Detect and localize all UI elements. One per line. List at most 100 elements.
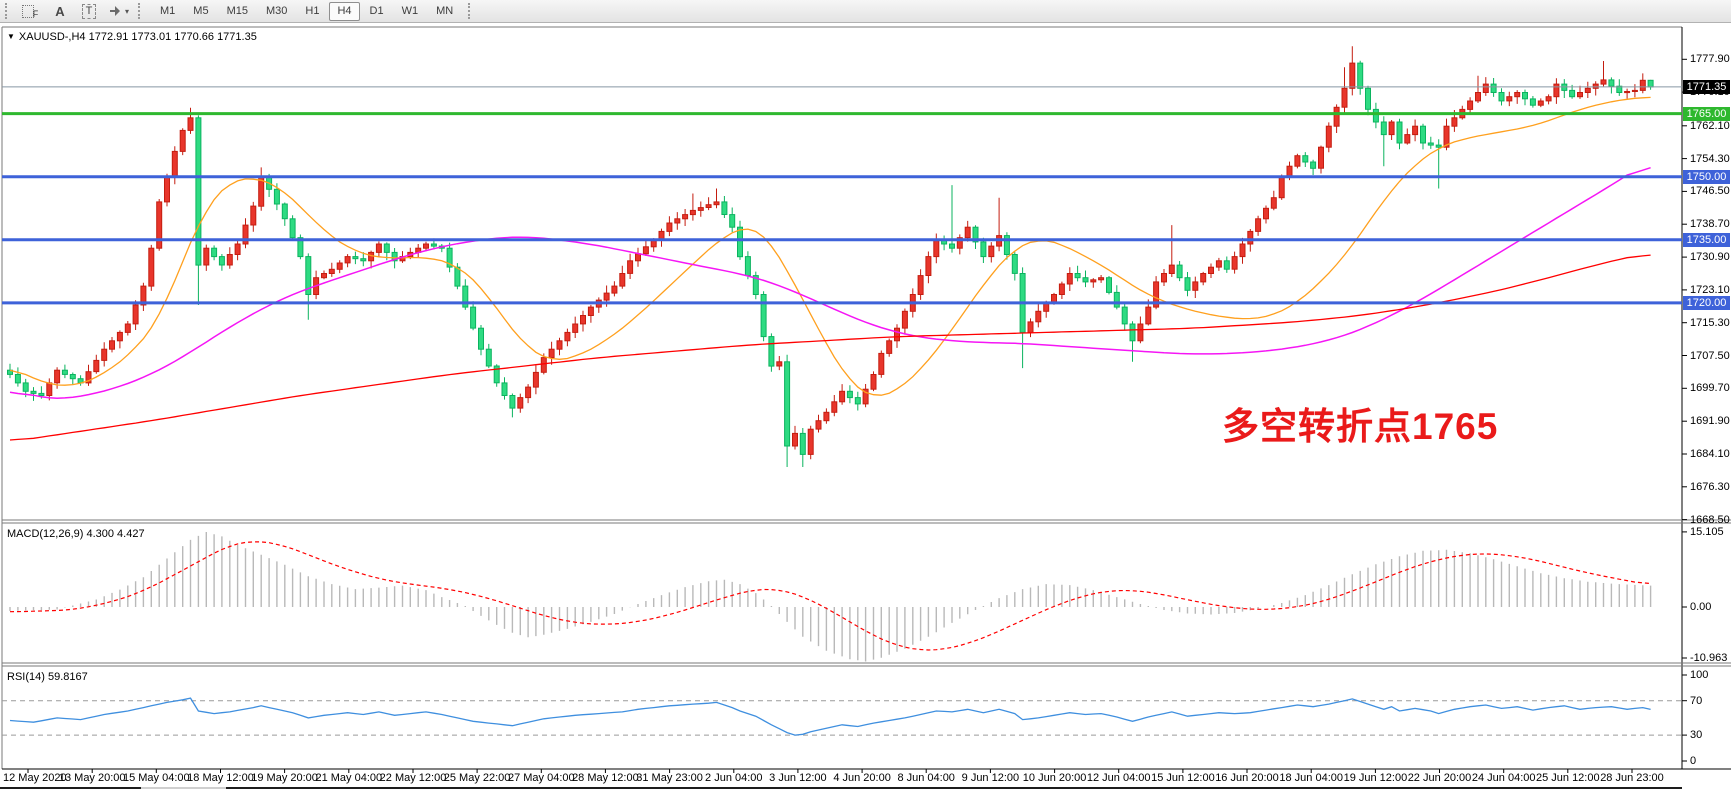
price-axis-tick: 1762.10 (1690, 119, 1730, 132)
toolbar-grip[interactable] (468, 3, 475, 19)
price-axis-tick: 1723.10 (1690, 283, 1730, 296)
date-axis-label: 21 May 04:00 (315, 772, 383, 784)
current-price-box: 1771.35 (1683, 79, 1730, 94)
ma-mid-line (9, 166, 1651, 399)
date-axis-label: 9 Jun 12:00 (961, 772, 1020, 784)
timeframe-button-D1[interactable]: D1 (369, 4, 384, 17)
chart-shift-icon (21, 4, 34, 18)
price-axis-tick: 1699.70 (1690, 382, 1730, 395)
date-axis-label: 31 May 23:00 (636, 772, 703, 784)
date-axis-label: 13 May 20:00 (58, 772, 126, 784)
date-axis-label: 8 Jun 04:00 (897, 772, 955, 784)
level-price-box: 1765.00 (1683, 106, 1730, 121)
axis-ticks (27, 58, 1687, 773)
timeframe-toolbar: M1 M5 M15 M30 H1 H4 D1 W1 MN (151, 0, 462, 23)
date-axis-label: 22 Jun 20:00 (1407, 772, 1472, 784)
rsi-axis-tick: 30 (1690, 729, 1703, 742)
ma-slow-line (9, 254, 1651, 441)
macd-axis-tick: 0.00 (1690, 601, 1712, 613)
timeframe-button-H4[interactable]: H4 (329, 1, 360, 21)
toolbar-grip[interactable] (138, 3, 145, 19)
ma-mid-line (9, 166, 1651, 399)
font-icon: A (55, 3, 65, 19)
price-axis-tick: 1754.30 (1690, 152, 1730, 165)
price-axis-tick: 1746.50 (1690, 185, 1730, 198)
timeframe-button-W1[interactable]: W1 (401, 4, 419, 17)
ma-fast-line (9, 96, 1651, 396)
date-axis-label: 16 Jun 20:00 (1215, 772, 1279, 784)
text-label-icon: T (81, 3, 97, 19)
price-axis-tick: 1668.50 (1690, 513, 1730, 526)
chart-ohlc-readout: 1772.91 1773.01 1770.66 1771.35 (88, 31, 257, 43)
chart-shift-button[interactable]: F (18, 2, 44, 21)
chart-symbol: XAUUSD-,H4 (18, 31, 86, 43)
date-axis-label: 18 Jun 04:00 (1279, 772, 1343, 784)
chart-frame (1, 26, 1731, 770)
date-axis-label: 12 May 2020 (3, 772, 67, 784)
date-axis-label: 18 May 12:00 (187, 772, 254, 784)
date-axis-label: 2 Jun 04:00 (705, 772, 763, 784)
date-axis-label: 3 Jun 12:00 (769, 772, 827, 784)
arrows-button[interactable]: ▾ (105, 2, 132, 21)
rsi-line (9, 697, 1651, 736)
chart-annotation[interactable]: 多空转折点1765 (1222, 406, 1499, 447)
timeframe-button-M5[interactable]: M5 (193, 4, 209, 17)
date-axis-label: 24 Jun 04:00 (1471, 772, 1536, 784)
price-axis-tick: 1715.30 (1690, 316, 1730, 329)
timeframe-button-M30[interactable]: M30 (265, 4, 288, 17)
rsi-axis-tick: 70 (1690, 694, 1703, 707)
timeframe-button-M1[interactable]: M1 (160, 4, 176, 17)
date-axis-label: 28 May 12:00 (572, 772, 639, 784)
date-axis-label: 22 May 12:00 (379, 772, 447, 784)
font-button[interactable]: A (47, 2, 73, 21)
chart-title: ▼ XAUUSD-,H4 1772.91 1773.01 1770.66 1771… (7, 31, 257, 43)
macd-axis-tick: 15.105 (1690, 525, 1724, 538)
timeframe-button-M15[interactable]: M15 (226, 4, 248, 17)
level-price-box: 1720.00 (1683, 295, 1730, 310)
ma-fast-line (9, 96, 1651, 396)
price-levels (2, 86, 1682, 305)
text-label-button[interactable]: T (76, 2, 102, 21)
date-axis-label: 28 Jun 23:00 (1600, 772, 1664, 784)
macd-axis-tick: -10.963 (1690, 652, 1728, 664)
level-price-box: 1750.00 (1683, 169, 1730, 184)
timeframe-button-H1[interactable]: H1 (305, 4, 320, 17)
macd-panel (9, 532, 1652, 662)
date-axis-label: 10 Jun 20:00 (1022, 772, 1087, 784)
ma-slow-line (9, 254, 1651, 441)
price-axis-tick: 1707.50 (1690, 349, 1730, 362)
horizontal-scrollbar[interactable] (0, 787, 1682, 789)
rsi-axis-tick: 100 (1690, 669, 1709, 681)
macd-histogram (9, 532, 1652, 662)
price-axis-tick: 1676.30 (1690, 480, 1730, 493)
price-axis-tick: 1691.90 (1690, 415, 1730, 428)
arrows-icon (110, 5, 120, 16)
toolbar: F A T ▾ M1 M5 M15 M30 H1 H4 D1 W1 MN (0, 0, 1731, 23)
macd-signal-line (9, 541, 1651, 651)
price-axis-tick: 1684.10 (1690, 448, 1730, 460)
rsi-axis-tick: 0 (1690, 755, 1697, 767)
rsi-label: RSI(14) 59.8167 (7, 671, 88, 683)
date-axis-label: 25 May 22:00 (443, 772, 511, 784)
date-axis-label: 27 May 04:00 (507, 772, 575, 784)
date-axis-label: 19 May 20:00 (251, 772, 318, 784)
toolbar-grip[interactable] (5, 3, 12, 19)
date-axis-label: 15 May 04:00 (122, 772, 190, 784)
date-axis-label: 25 Jun 12:00 (1535, 772, 1600, 784)
date-axis-label: 15 Jun 12:00 (1151, 772, 1215, 784)
timeframe-button-MN[interactable]: MN (436, 4, 454, 17)
date-axis-label: 4 Jun 20:00 (833, 772, 891, 784)
chart-dropdown-caret[interactable]: ▼ (7, 32, 15, 41)
horizontal-scrollbar-thumb[interactable] (141, 787, 226, 789)
arrows-dropdown-caret[interactable]: ▾ (125, 6, 130, 16)
level-price-box: 1735.00 (1683, 232, 1730, 247)
price-axis-tick: 1777.90 (1690, 53, 1730, 66)
date-axis-label: 19 Jun 12:00 (1343, 772, 1408, 784)
date-axis-label: 12 Jun 04:00 (1086, 772, 1151, 784)
rsi-panel (2, 697, 1682, 736)
price-axis-tick: 1730.90 (1690, 251, 1730, 264)
price-axis-tick: 1738.70 (1690, 218, 1730, 231)
macd-label: MACD(12,26,9) 4.300 4.427 (7, 528, 145, 540)
